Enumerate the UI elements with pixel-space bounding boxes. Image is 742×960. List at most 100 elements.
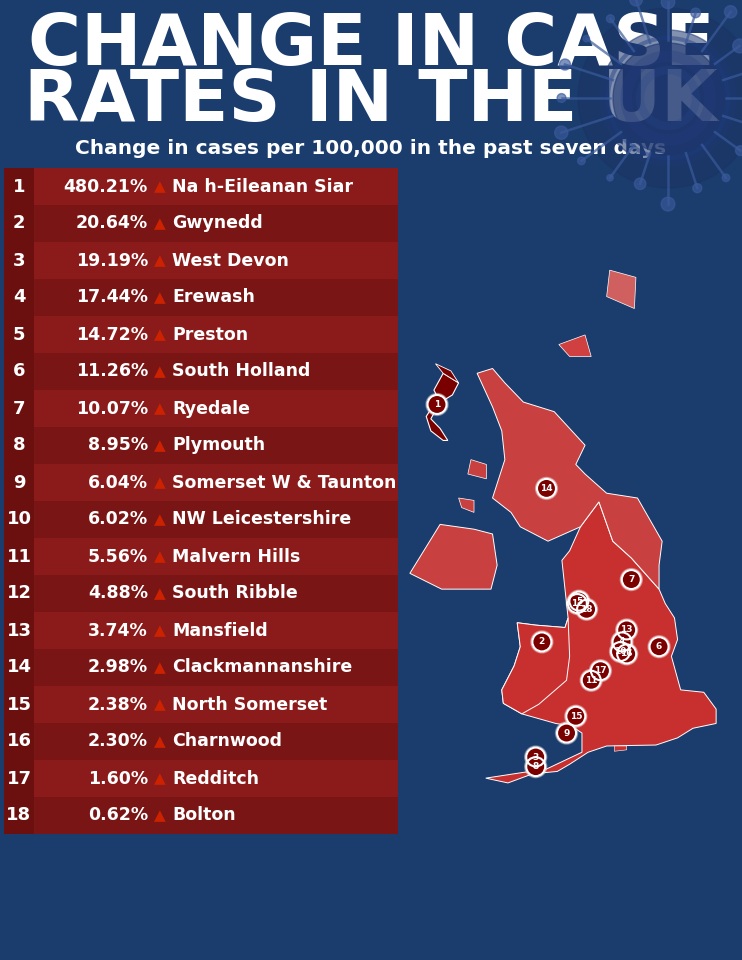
Polygon shape <box>459 498 474 513</box>
Text: ▲: ▲ <box>154 808 166 823</box>
Circle shape <box>735 146 742 156</box>
Text: 18: 18 <box>580 605 593 613</box>
Text: Ryedale: Ryedale <box>172 399 250 418</box>
Circle shape <box>568 594 587 613</box>
FancyBboxPatch shape <box>4 390 398 427</box>
Text: 6: 6 <box>13 363 25 380</box>
Circle shape <box>649 637 669 657</box>
FancyBboxPatch shape <box>4 390 34 427</box>
Text: 15: 15 <box>570 711 582 721</box>
FancyBboxPatch shape <box>4 501 398 538</box>
Polygon shape <box>486 502 716 783</box>
Text: Clackmannanshire: Clackmannanshire <box>172 659 352 677</box>
Circle shape <box>566 592 588 614</box>
FancyBboxPatch shape <box>4 353 34 390</box>
Circle shape <box>557 724 576 742</box>
Circle shape <box>589 660 611 682</box>
Text: 8: 8 <box>533 762 539 771</box>
FancyBboxPatch shape <box>4 464 34 501</box>
Text: Mansfield: Mansfield <box>172 621 268 639</box>
FancyBboxPatch shape <box>4 205 34 242</box>
Circle shape <box>617 620 636 639</box>
Text: 1: 1 <box>434 400 440 409</box>
Circle shape <box>648 636 670 658</box>
Circle shape <box>613 43 723 153</box>
Text: 0.62%: 0.62% <box>88 806 148 825</box>
Text: 17: 17 <box>594 666 607 675</box>
Text: 4: 4 <box>619 637 626 646</box>
Text: 6.04%: 6.04% <box>88 473 148 492</box>
Text: ▲: ▲ <box>154 549 166 564</box>
Text: 11.26%: 11.26% <box>76 363 148 380</box>
Text: ▲: ▲ <box>154 623 166 638</box>
Text: 8: 8 <box>13 437 25 454</box>
Text: 12: 12 <box>7 585 31 603</box>
Text: 2.98%: 2.98% <box>88 659 148 677</box>
FancyBboxPatch shape <box>4 760 398 797</box>
Text: Malvern Hills: Malvern Hills <box>172 547 301 565</box>
Text: 14: 14 <box>540 484 553 492</box>
Text: 16: 16 <box>620 649 633 659</box>
Polygon shape <box>614 746 627 752</box>
Text: Redditch: Redditch <box>172 770 259 787</box>
FancyBboxPatch shape <box>4 464 398 501</box>
Circle shape <box>555 126 568 139</box>
FancyBboxPatch shape <box>4 797 34 834</box>
Circle shape <box>426 394 448 416</box>
FancyBboxPatch shape <box>4 612 34 649</box>
Text: 12: 12 <box>571 599 584 608</box>
Text: 5: 5 <box>576 596 582 606</box>
Text: 2.30%: 2.30% <box>88 732 148 751</box>
Text: ▲: ▲ <box>154 253 166 268</box>
FancyBboxPatch shape <box>4 279 398 316</box>
Text: 10: 10 <box>614 647 627 656</box>
Text: 2.38%: 2.38% <box>88 695 148 713</box>
Text: 7: 7 <box>628 575 634 584</box>
Text: 10: 10 <box>7 511 31 529</box>
Circle shape <box>661 197 675 211</box>
Polygon shape <box>559 335 591 356</box>
Text: 17: 17 <box>7 770 31 787</box>
Circle shape <box>622 570 641 589</box>
Text: 9: 9 <box>13 473 25 492</box>
Polygon shape <box>410 524 497 589</box>
Text: Gwynedd: Gwynedd <box>172 214 263 232</box>
Circle shape <box>565 706 587 728</box>
Circle shape <box>526 748 545 766</box>
Text: 13: 13 <box>620 625 633 635</box>
Circle shape <box>600 30 736 166</box>
Circle shape <box>537 479 556 498</box>
Text: ▲: ▲ <box>154 475 166 490</box>
Circle shape <box>577 157 585 165</box>
Text: 5: 5 <box>13 325 25 344</box>
Circle shape <box>427 395 447 414</box>
Text: ▲: ▲ <box>154 327 166 342</box>
Text: ▲: ▲ <box>154 771 166 786</box>
Text: 11: 11 <box>7 547 31 565</box>
Circle shape <box>536 477 557 499</box>
Circle shape <box>525 746 547 768</box>
Text: 11: 11 <box>585 676 597 684</box>
Text: ▲: ▲ <box>154 586 166 601</box>
Circle shape <box>661 0 674 9</box>
Text: South Holland: South Holland <box>172 363 310 380</box>
Text: 18: 18 <box>7 806 32 825</box>
Text: ▲: ▲ <box>154 401 166 416</box>
FancyBboxPatch shape <box>4 575 398 612</box>
Circle shape <box>606 14 614 23</box>
Circle shape <box>591 661 610 681</box>
Text: 3: 3 <box>533 753 539 761</box>
Text: 16: 16 <box>7 732 31 751</box>
Text: 7: 7 <box>13 399 25 418</box>
Circle shape <box>616 619 637 641</box>
Circle shape <box>578 8 742 188</box>
Circle shape <box>613 633 631 652</box>
FancyBboxPatch shape <box>4 686 398 723</box>
Text: 6.02%: 6.02% <box>88 511 148 529</box>
Text: 19.19%: 19.19% <box>76 252 148 270</box>
Circle shape <box>630 0 643 6</box>
Text: Preston: Preston <box>172 325 248 344</box>
Circle shape <box>733 39 742 53</box>
Circle shape <box>611 642 630 661</box>
Text: Erewash: Erewash <box>172 289 255 306</box>
